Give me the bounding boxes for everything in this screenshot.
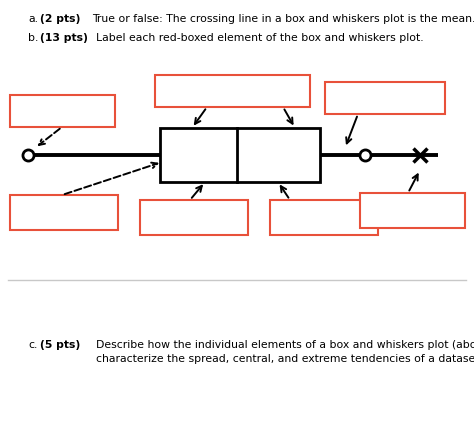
Text: Label each red-boxed element of the box and whiskers plot.: Label each red-boxed element of the box … — [96, 33, 424, 43]
Bar — [160, 128, 320, 182]
Text: (5 pts): (5 pts) — [40, 340, 80, 350]
Bar — [270, 200, 378, 235]
Text: (2 pts): (2 pts) — [40, 14, 81, 24]
Bar — [10, 95, 115, 127]
Bar — [325, 82, 445, 114]
Text: c.: c. — [28, 340, 37, 350]
Bar — [360, 193, 465, 228]
Text: b.: b. — [28, 33, 38, 43]
Bar — [140, 200, 248, 235]
Bar — [155, 75, 310, 107]
Text: True or false: The crossing line in a box and whiskers plot is the mean.: True or false: The crossing line in a bo… — [92, 14, 474, 24]
Bar — [10, 195, 118, 230]
Text: a.: a. — [28, 14, 38, 24]
Text: Describe how the individual elements of a box and whiskers plot (above): Describe how the individual elements of … — [96, 340, 474, 350]
Text: (13 pts): (13 pts) — [40, 33, 88, 43]
Text: characterize the spread, central, and extreme tendencies of a dataset.: characterize the spread, central, and ex… — [96, 354, 474, 364]
